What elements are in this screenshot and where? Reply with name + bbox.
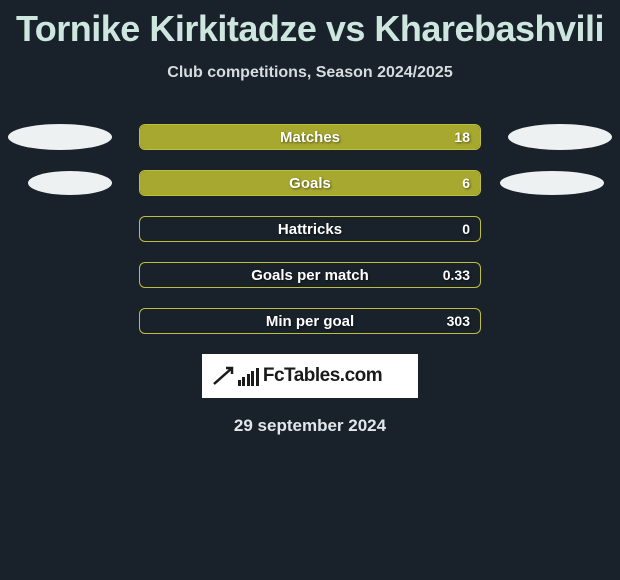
stat-value: 0.33 bbox=[443, 263, 470, 287]
stat-value: 18 bbox=[454, 125, 470, 149]
stat-label: Matches bbox=[140, 125, 480, 149]
logo-bar-segment bbox=[247, 374, 250, 386]
stat-label: Min per goal bbox=[140, 309, 480, 333]
stat-label: Hattricks bbox=[140, 217, 480, 241]
stat-row: Goals per match0.33 bbox=[0, 262, 620, 288]
left-ellipse-icon bbox=[8, 124, 112, 150]
stat-bar: Goals6 bbox=[139, 170, 481, 196]
logo-bars-icon bbox=[238, 366, 259, 386]
left-ellipse-icon bbox=[28, 171, 112, 195]
stat-value: 303 bbox=[447, 309, 470, 333]
stat-row: Matches18 bbox=[0, 124, 620, 150]
stat-label: Goals per match bbox=[140, 263, 480, 287]
right-ellipse-icon bbox=[508, 124, 612, 150]
page-title: Tornike Kirkitadze vs Kharebashvili bbox=[0, 0, 620, 50]
logo-bar-segment bbox=[251, 371, 254, 386]
right-ellipse-icon bbox=[500, 171, 604, 195]
logo-bar-segment bbox=[256, 368, 259, 386]
stat-value: 6 bbox=[462, 171, 470, 195]
fctables-logo: FcTables.com bbox=[202, 354, 418, 398]
stat-bar: Matches18 bbox=[139, 124, 481, 150]
comparison-chart: Matches18 Goals6 Hattricks0 Goals per match… bbox=[0, 124, 620, 334]
stat-label: Goals bbox=[140, 171, 480, 195]
page-subtitle: Club competitions, Season 2024/2025 bbox=[0, 64, 620, 82]
stat-value: 0 bbox=[462, 217, 470, 241]
stat-bar: Goals per match0.33 bbox=[139, 262, 481, 288]
date-label: 29 september 2024 bbox=[0, 416, 620, 436]
stat-row: Goals6 bbox=[0, 170, 620, 196]
logo-bar-segment bbox=[238, 380, 241, 386]
stat-row: Hattricks0 bbox=[0, 216, 620, 242]
stat-bar: Min per goal303 bbox=[139, 308, 481, 334]
stat-bar: Hattricks0 bbox=[139, 216, 481, 242]
logo-text: FcTables.com bbox=[263, 365, 382, 387]
logo-bar-segment bbox=[242, 377, 245, 386]
logo-arrow-icon bbox=[212, 366, 236, 386]
stat-row: Min per goal303 bbox=[0, 308, 620, 334]
